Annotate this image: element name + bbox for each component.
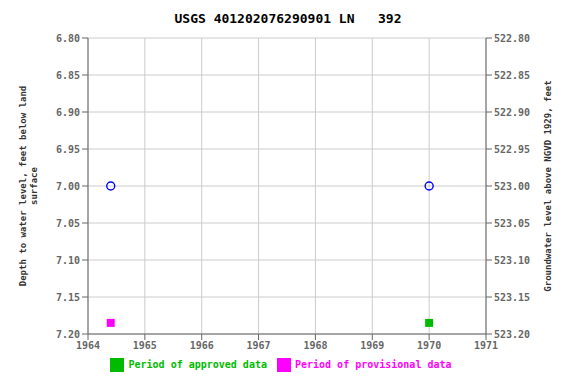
svg-text:522.80: 522.80 <box>494 33 530 44</box>
svg-text:Depth to water level, feet bel: Depth to water level, feet below landsur… <box>18 86 39 286</box>
svg-text:523.10: 523.10 <box>494 255 530 266</box>
html-text:Period of approved data: Period of approved data <box>128 359 267 370</box>
svg-text:6.85: 6.85 <box>56 70 80 81</box>
svg-text:6.95: 6.95 <box>56 144 80 155</box>
svg-text:6.90: 6.90 <box>56 107 80 118</box>
svg-text:523.20: 523.20 <box>494 329 530 340</box>
svg-text:1967: 1967 <box>247 340 271 351</box>
svg-text:Groundwater level above NGVD 1: Groundwater level above NGVD 1929, feet <box>543 80 553 291</box>
svg-text:522.90: 522.90 <box>494 107 530 118</box>
svg-text:1970: 1970 <box>417 340 441 351</box>
svg-text:7.10: 7.10 <box>56 255 80 266</box>
html-text:USGS 401202076290901 LN 392: USGS 401202076290901 LN 392 <box>174 11 402 26</box>
svg-text:7.15: 7.15 <box>56 292 80 303</box>
svg-text:7.20: 7.20 <box>56 329 80 340</box>
svg-text:1969: 1969 <box>360 340 384 351</box>
svg-text:6.80: 6.80 <box>56 33 80 44</box>
svg-text:1966: 1966 <box>190 340 214 351</box>
svg-text:522.85: 522.85 <box>494 70 530 81</box>
svg-text:522.95: 522.95 <box>494 144 530 155</box>
svg-text:1965: 1965 <box>133 340 157 351</box>
svg-text:7.05: 7.05 <box>56 218 80 229</box>
svg-text:1968: 1968 <box>303 340 327 351</box>
svg-text:523.05: 523.05 <box>494 218 530 229</box>
svg-text:523.00: 523.00 <box>494 181 530 192</box>
svg-text:7.00: 7.00 <box>56 181 80 192</box>
svg-text:1971: 1971 <box>474 340 498 351</box>
html-text:Period of provisional data: Period of provisional data <box>295 359 452 370</box>
svg-text:523.15: 523.15 <box>494 292 530 303</box>
svg-text:1964: 1964 <box>76 340 100 351</box>
